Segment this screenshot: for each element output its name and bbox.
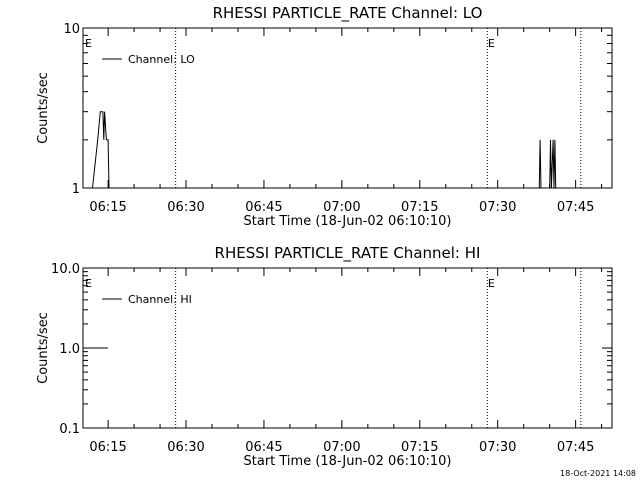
- annotation-label: E: [85, 277, 92, 290]
- x-tick-label: 07:45: [557, 200, 594, 215]
- x-tick-label: 07:00: [323, 200, 360, 215]
- x-tick-label: 07:15: [401, 200, 438, 215]
- legend-label: Channel: HI: [128, 293, 192, 306]
- x-tick-label: 07:00: [323, 440, 360, 455]
- series-line: [538, 139, 542, 189]
- x-tick-label: 07:30: [479, 440, 516, 455]
- y-tick-label: 1: [72, 182, 80, 197]
- x-tick-label: 07:15: [401, 440, 438, 455]
- annotation-label: E: [85, 37, 92, 50]
- x-tick-label: 07:30: [479, 200, 516, 215]
- plot-frame: [82, 267, 613, 429]
- x-tick-label: 06:15: [89, 200, 126, 215]
- x-axis-label: Start Time (18-Jun-02 06:10:10): [244, 454, 452, 469]
- chart-title: RHESSI PARTICLE_RATE Channel: HI: [215, 244, 481, 263]
- chart-title: RHESSI PARTICLE_RATE Channel: LO: [213, 4, 483, 23]
- x-tick-label: 06:45: [245, 200, 282, 215]
- x-tick-label: 06:15: [89, 440, 126, 455]
- x-axis-label: Start Time (18-Jun-02 06:10:10): [244, 214, 452, 229]
- legend-label: Channel: LO: [128, 53, 195, 66]
- y-tick-label: 10.0: [51, 262, 80, 277]
- y-axis-label: Counts/sec: [36, 312, 51, 384]
- event-marker-label: E: [488, 277, 495, 290]
- y-tick-label: 1.0: [59, 342, 80, 357]
- timestamp: 18-Oct-2021 14:08: [560, 469, 636, 478]
- series-line: [92, 111, 110, 189]
- x-tick-label: 06:30: [167, 200, 204, 215]
- x-tick-label: 06:45: [245, 440, 282, 455]
- y-axis-label: Counts/sec: [36, 72, 51, 144]
- plot-frame: [82, 27, 613, 189]
- x-tick-label: 07:45: [557, 440, 594, 455]
- y-tick-label: 0.1: [59, 422, 80, 437]
- event-marker-label: E: [488, 37, 495, 50]
- y-tick-label: 10: [63, 22, 80, 37]
- series-line: [549, 139, 557, 189]
- x-tick-label: 06:30: [167, 440, 204, 455]
